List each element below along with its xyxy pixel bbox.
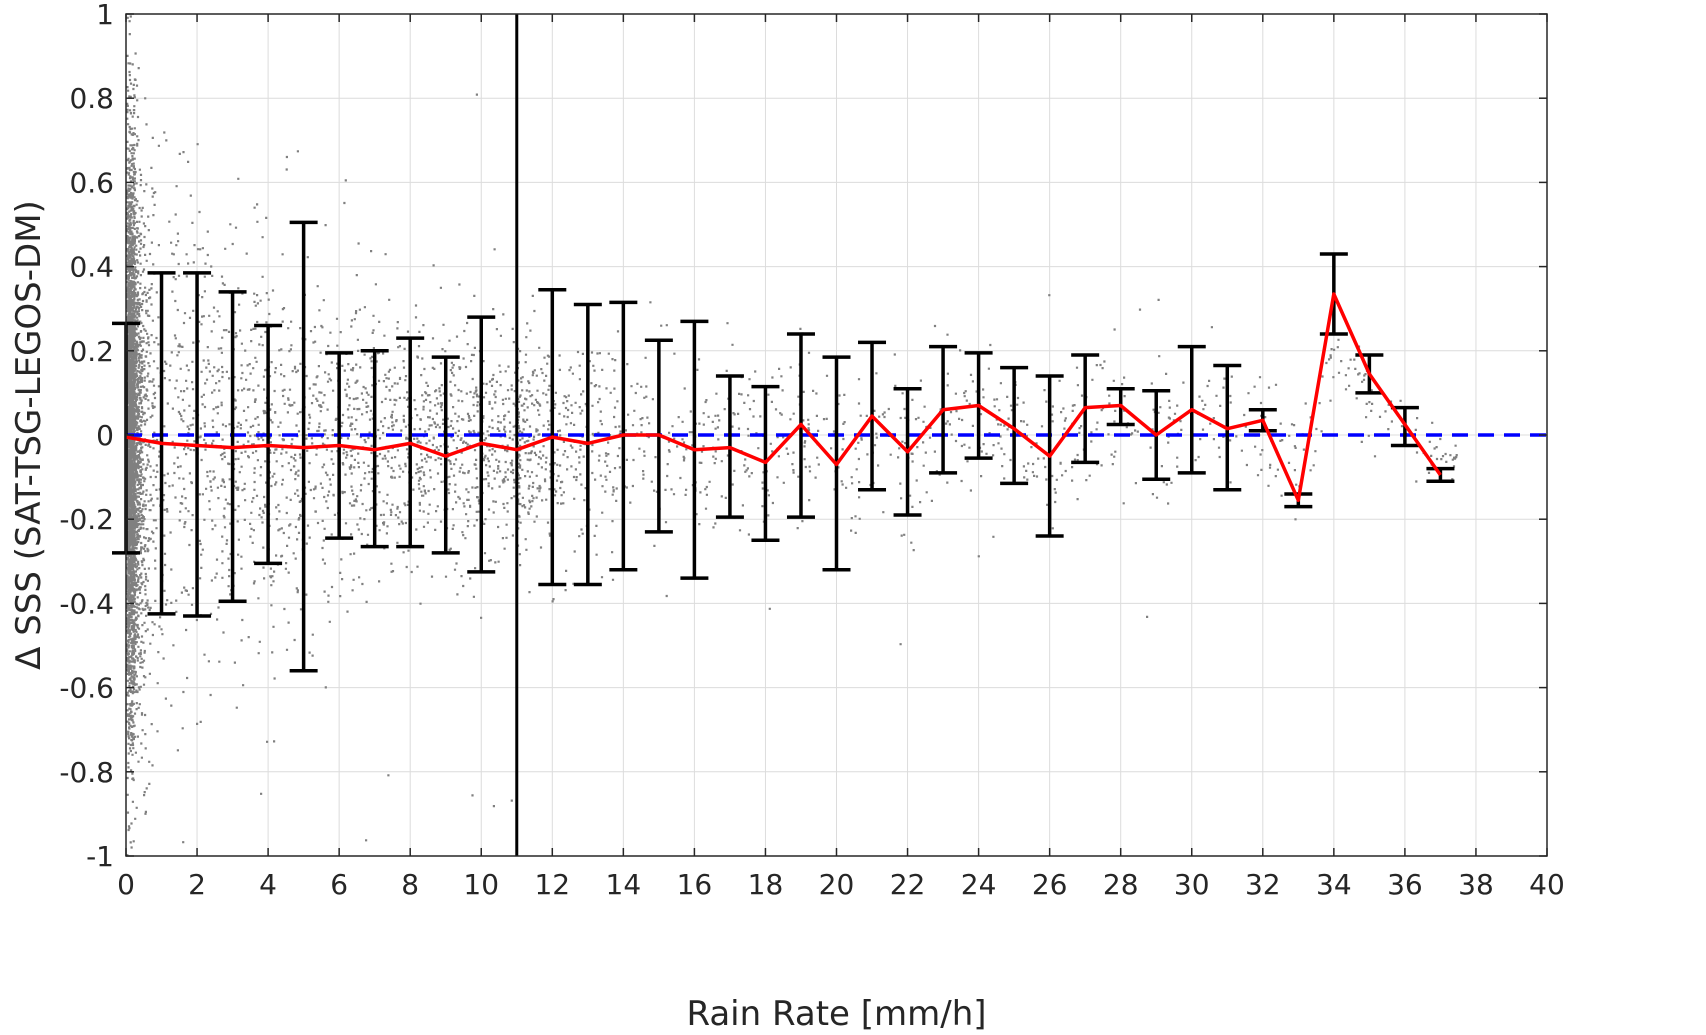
x-tick-label: 34 bbox=[1316, 868, 1352, 901]
mean-line bbox=[125, 292, 1442, 503]
x-tick-label: 0 bbox=[117, 868, 135, 901]
x-tick-label: 12 bbox=[534, 868, 570, 901]
y-tick-label: 0.2 bbox=[69, 335, 114, 368]
y-tick-label: -0.2 bbox=[59, 503, 114, 536]
x-tick-label: 36 bbox=[1387, 868, 1423, 901]
x-tick-label: 40 bbox=[1529, 868, 1565, 901]
x-axis-ticks: 0 2 4 6 8 10 12 14 16 18 20 22 24 26 28 30 32 34 36 38 40 bbox=[117, 14, 1565, 901]
error-bar bbox=[1426, 466, 1455, 484]
x-tick-label: 32 bbox=[1245, 868, 1281, 901]
x-tick-label: 20 bbox=[819, 868, 855, 901]
x-tick-label: 2 bbox=[188, 868, 206, 901]
y-tick-label: 1 bbox=[96, 0, 114, 31]
x-tick-label: 30 bbox=[1174, 868, 1210, 901]
x-tick-label: 24 bbox=[961, 868, 997, 901]
y-axis-label: Δ SSS (SAT-TSG-LEGOS-DM) bbox=[9, 200, 49, 670]
y-tick-label: -0.8 bbox=[59, 756, 114, 789]
y-tick-label: -0.6 bbox=[59, 672, 114, 705]
x-tick-label: 8 bbox=[401, 868, 419, 901]
x-axis-label: Rain Rate [mm/h] bbox=[686, 994, 986, 1034]
y-tick-label: 0.4 bbox=[69, 251, 114, 284]
y-tick-label: 0 bbox=[96, 419, 114, 452]
x-tick-label: 28 bbox=[1103, 868, 1139, 901]
x-tick-label: 22 bbox=[890, 868, 926, 901]
y-tick-label: -0.4 bbox=[59, 587, 114, 620]
error-bars bbox=[112, 220, 1455, 673]
error-bar bbox=[1000, 365, 1029, 486]
x-tick-label: 38 bbox=[1458, 868, 1494, 901]
x-tick-label: 18 bbox=[748, 868, 784, 901]
y-axis-ticks: -1 -0.8 -0.6 -0.4 -0.2 0 0.2 0.4 0.6 0.8 1 bbox=[59, 0, 1547, 873]
x-tick-label: 10 bbox=[463, 868, 499, 901]
y-tick-label: -1 bbox=[86, 840, 114, 873]
scatter-points bbox=[126, 15, 1458, 857]
x-tick-label: 26 bbox=[1032, 868, 1068, 901]
y-tick-label: 0.8 bbox=[69, 82, 114, 115]
x-tick-label: 14 bbox=[606, 868, 642, 901]
y-tick-label: 0.6 bbox=[69, 166, 114, 199]
x-tick-label: 16 bbox=[677, 868, 713, 901]
x-tick-label: 4 bbox=[259, 868, 277, 901]
x-tick-label: 6 bbox=[330, 868, 348, 901]
scatter-cloud bbox=[126, 15, 1458, 857]
